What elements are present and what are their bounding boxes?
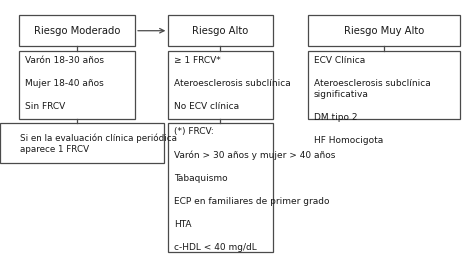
Text: Riesgo Moderado: Riesgo Moderado bbox=[34, 26, 120, 36]
FancyBboxPatch shape bbox=[19, 51, 135, 119]
Text: Riesgo Alto: Riesgo Alto bbox=[192, 26, 248, 36]
Text: Riesgo Muy Alto: Riesgo Muy Alto bbox=[344, 26, 424, 36]
FancyBboxPatch shape bbox=[19, 15, 135, 46]
FancyBboxPatch shape bbox=[308, 51, 460, 119]
Text: Varón 18-30 años

Mujer 18-40 años

Sin FRCV: Varón 18-30 años Mujer 18-40 años Sin FR… bbox=[25, 56, 104, 111]
Text: (*) FRCV:

Varón > 30 años y mujer > 40 años

Tabaquismo

ECP en familiares de p: (*) FRCV: Varón > 30 años y mujer > 40 a… bbox=[174, 127, 335, 256]
Text: ECV Clínica

Ateroesclerosis subclínica
significativa

DM tipo 2

HF Homocigota: ECV Clínica Ateroesclerosis subclínica s… bbox=[314, 56, 430, 145]
FancyBboxPatch shape bbox=[0, 123, 164, 163]
FancyBboxPatch shape bbox=[308, 15, 460, 46]
FancyBboxPatch shape bbox=[168, 123, 273, 252]
Text: Si en la evaluación clínica periódica
aparece 1 FRCV: Si en la evaluación clínica periódica ap… bbox=[20, 133, 177, 154]
Text: ≥ 1 FRCV*

Ateroesclerosis subclínica

No ECV clínica: ≥ 1 FRCV* Ateroesclerosis subclínica No … bbox=[174, 56, 291, 111]
FancyBboxPatch shape bbox=[168, 51, 273, 119]
FancyBboxPatch shape bbox=[168, 15, 273, 46]
